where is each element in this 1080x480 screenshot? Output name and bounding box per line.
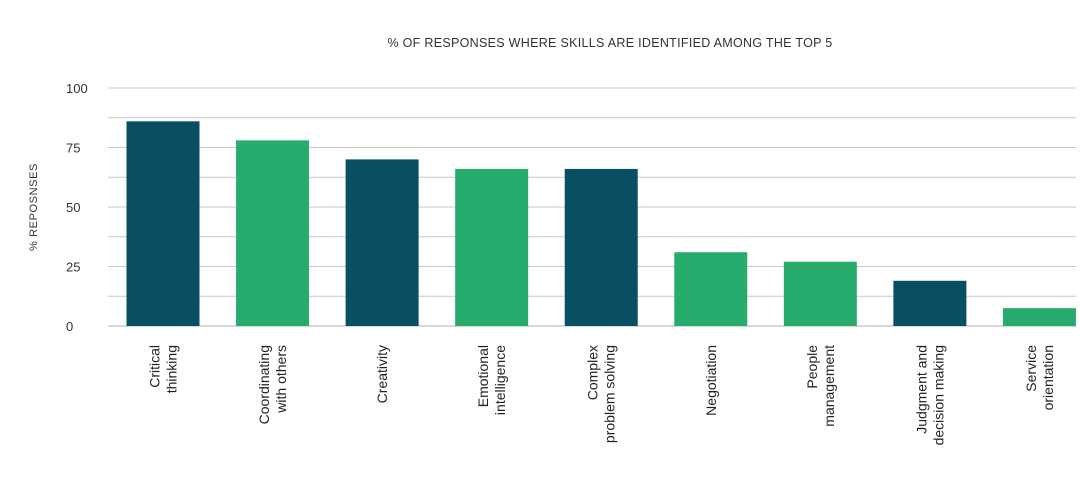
x-category-label-line: Service <box>1023 345 1039 392</box>
bar <box>674 252 748 326</box>
x-category-label-line: management <box>821 345 837 427</box>
x-category-label: Negotiation <box>703 345 719 416</box>
chart-title: % OF RESPONSES WHERE SKILLS ARE IDENTIFI… <box>387 36 832 50</box>
x-category-label-line: Critical <box>147 345 163 388</box>
x-category-label: Service orientation <box>1023 345 1056 411</box>
x-category-label-line: decision making <box>930 345 946 445</box>
x-category-label: Complex problem solving <box>585 345 618 443</box>
x-category-label: Critical thinking <box>147 345 180 393</box>
bar <box>345 159 419 326</box>
x-category-label: Emotional intelligence <box>475 345 508 415</box>
x-category-label-line: People <box>804 345 820 389</box>
x-category-label-line: orientation <box>1040 345 1056 410</box>
bar <box>455 168 529 326</box>
x-category-label: Judgment and decision making <box>913 345 946 445</box>
bar <box>126 121 200 326</box>
x-category-label-line: Emotional <box>475 345 491 407</box>
x-category-labels: Critical thinking Coordinating with others C… <box>147 345 1056 446</box>
y-tick-labels: 0 25 50 75 100 <box>66 81 88 334</box>
bar <box>236 140 310 326</box>
x-category-label: People management <box>804 345 837 427</box>
bar <box>1002 308 1076 326</box>
x-category-label-line: intelligence <box>492 345 508 415</box>
x-category-label-line: Negotiation <box>703 345 719 416</box>
x-category-label-line: Creativity <box>374 345 390 403</box>
x-category-label-line: Coordinating <box>256 345 272 424</box>
y-tick-label: 75 <box>66 141 80 156</box>
y-tick-label: 50 <box>66 200 80 215</box>
y-axis-label: % REPOSNSES <box>28 163 40 251</box>
y-tick-label: 0 <box>66 319 73 334</box>
y-tick-label: 100 <box>66 81 88 96</box>
bars <box>126 121 1076 326</box>
x-category-label-line: with others <box>273 345 289 414</box>
x-category-label-line: problem solving <box>602 345 618 443</box>
bar <box>564 168 638 326</box>
bar <box>893 280 967 326</box>
bar <box>783 261 857 326</box>
x-category-label-line: Complex <box>585 345 601 400</box>
x-category-label: Coordinating with others <box>256 345 289 424</box>
x-category-label: Creativity <box>374 345 390 403</box>
x-category-label-line: thinking <box>164 345 180 393</box>
y-tick-label: 25 <box>66 260 80 275</box>
x-category-label-line: Judgment and <box>913 345 929 434</box>
